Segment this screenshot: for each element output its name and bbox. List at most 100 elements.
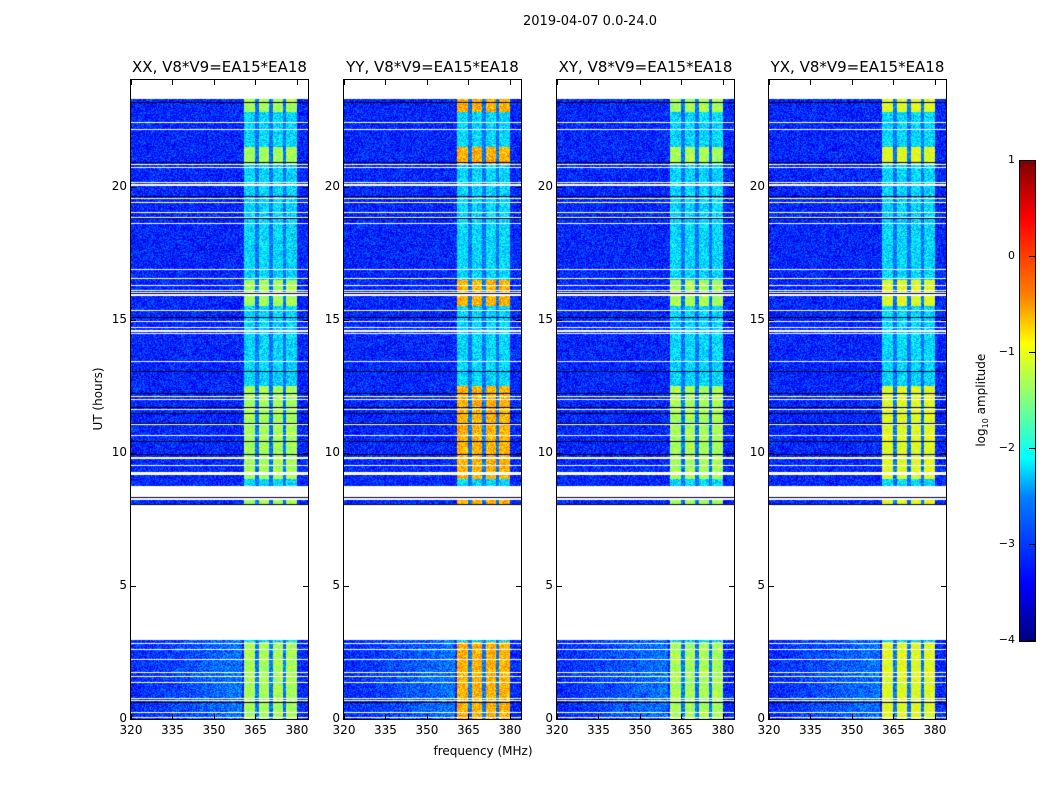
x-tick <box>893 714 895 719</box>
x-tick <box>639 80 641 85</box>
x-tick <box>934 80 936 85</box>
x-tick <box>131 80 132 85</box>
x-tick-label: 365 <box>244 723 267 737</box>
x-tick-label: 335 <box>374 723 397 737</box>
y-tick <box>557 452 562 454</box>
x-tick <box>722 80 724 85</box>
x-tick <box>131 714 132 719</box>
y-tick <box>557 719 562 720</box>
panel-title: YY, V8*V9=EA15*EA18 <box>346 58 519 76</box>
x-tick <box>934 714 936 719</box>
colorbar-tick <box>1029 352 1035 353</box>
spectrogram-heatmap <box>769 80 946 719</box>
y-tick <box>557 319 562 321</box>
y-tick <box>516 186 521 188</box>
x-tick <box>172 80 174 85</box>
y-tick-label: 10 <box>111 444 127 459</box>
x-tick <box>255 714 257 719</box>
x-tick-label: 320 <box>119 723 143 737</box>
colorbar-tick <box>1029 160 1035 161</box>
x-tick-label: 380 <box>923 723 947 737</box>
x-tick-label: 365 <box>457 723 480 737</box>
spectrogram-heatmap <box>557 80 734 719</box>
y-tick-label: 0 <box>332 711 340 725</box>
y-tick <box>941 719 946 720</box>
y-tick-label: 15 <box>324 311 340 326</box>
y-tick-label: 5 <box>757 577 765 592</box>
x-tick-label: 365 <box>670 723 693 737</box>
colorbar-tick-label: 0 <box>1008 249 1015 262</box>
x-tick <box>509 80 511 85</box>
y-axis-label: UT (hours) <box>91 367 105 431</box>
x-tick <box>851 714 853 719</box>
y-tick <box>941 319 946 321</box>
x-tick-label: 320 <box>332 723 356 737</box>
x-tick <box>681 80 683 85</box>
y-tick-label: 20 <box>749 178 765 193</box>
y-tick-label: 5 <box>332 577 340 592</box>
colorbar-tick-label: −2 <box>998 441 1015 454</box>
y-tick-label: 10 <box>749 444 765 459</box>
x-tick <box>722 714 724 719</box>
y-tick-label: 15 <box>111 311 127 326</box>
colorbar-tick-label: −3 <box>998 537 1015 550</box>
x-tick <box>385 714 387 719</box>
x-tick <box>426 714 428 719</box>
y-tick <box>131 186 136 188</box>
x-tick-label: 380 <box>285 723 309 737</box>
x-tick <box>468 80 470 85</box>
colorbar <box>1019 160 1036 642</box>
y-tick <box>344 719 349 720</box>
panel-title: YX, V8*V9=EA15*EA18 <box>770 58 945 76</box>
y-tick-label: 15 <box>537 311 553 326</box>
x-tick <box>557 714 558 719</box>
x-tick-label: 320 <box>757 723 781 737</box>
x-tick <box>769 714 770 719</box>
colorbar-label: log10 amplitude <box>973 353 991 447</box>
x-tick <box>810 80 812 85</box>
x-tick <box>296 80 298 85</box>
y-tick <box>344 452 349 454</box>
y-tick <box>769 585 774 587</box>
x-tick-label: 335 <box>161 723 184 737</box>
y-tick <box>769 452 774 454</box>
y-tick <box>303 585 308 587</box>
spectrogram-heatmap <box>344 80 521 719</box>
spectrogram-panel <box>768 79 947 720</box>
x-tick <box>893 80 895 85</box>
colorbar-tick <box>1029 256 1035 257</box>
y-tick <box>729 585 734 587</box>
x-tick <box>598 714 600 719</box>
x-tick <box>344 714 345 719</box>
x-tick <box>639 714 641 719</box>
y-tick <box>941 452 946 454</box>
y-tick <box>516 585 521 587</box>
figure-title: 2019-04-07 0.0-24.0 <box>523 14 657 29</box>
spectrogram-heatmap <box>131 80 308 719</box>
x-tick <box>851 80 853 85</box>
x-tick <box>296 714 298 719</box>
y-tick <box>344 186 349 188</box>
y-tick <box>344 319 349 321</box>
y-tick <box>131 319 136 321</box>
x-tick <box>810 714 812 719</box>
x-tick-label: 320 <box>545 723 569 737</box>
x-tick <box>681 714 683 719</box>
x-tick <box>213 80 215 85</box>
x-tick-label: 335 <box>587 723 610 737</box>
y-tick <box>303 719 308 720</box>
y-tick <box>769 186 774 188</box>
x-tick <box>769 80 770 85</box>
y-tick <box>131 452 136 454</box>
y-tick <box>303 319 308 321</box>
x-tick <box>598 80 600 85</box>
y-tick-label: 5 <box>545 577 553 592</box>
x-tick-label: 335 <box>799 723 822 737</box>
y-tick <box>303 186 308 188</box>
x-tick <box>426 80 428 85</box>
x-tick-label: 365 <box>882 723 905 737</box>
x-axis-label: frequency (MHz) <box>433 744 533 758</box>
colorbar-tick <box>1029 544 1035 545</box>
x-tick-label: 350 <box>840 723 864 737</box>
